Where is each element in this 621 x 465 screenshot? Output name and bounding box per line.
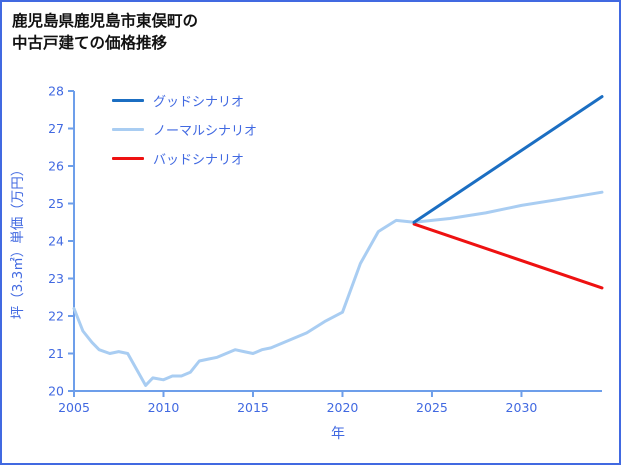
x-tick-label: 2010 — [148, 400, 180, 415]
legend-line-bad-icon — [112, 156, 144, 160]
legend-item-normal: ノーマルシナリオ — [112, 120, 257, 139]
x-tick-label: 2005 — [58, 400, 90, 415]
price-trend-chart: 2005 2010 2015 2020 2025 2030 20 21 22 23 24 25 26 27… — [2, 55, 619, 462]
legend-label-good: グッドシナリオ — [153, 94, 245, 110]
y-tick-label: 22 — [48, 308, 64, 323]
y-axis-label: 坪（3.3㎡）単価（万円） — [10, 162, 26, 320]
legend-line-good-icon — [112, 98, 144, 102]
legend-line-normal-icon — [112, 127, 144, 131]
y-tick-label: 27 — [48, 121, 64, 136]
y-tick-label: 28 — [48, 83, 64, 98]
y-tick-label: 25 — [48, 196, 64, 211]
y-tick-label: 21 — [48, 346, 64, 361]
chart-canvas: 2005 2010 2015 2020 2025 2030 20 21 22 23 24 25 26 27… — [48, 83, 604, 415]
x-tick-label: 2030 — [506, 400, 538, 415]
legend-label-normal: ノーマルシナリオ — [153, 123, 258, 139]
series-normal — [72, 190, 604, 387]
legend-label-bad: バッドシナリオ — [153, 152, 245, 168]
legend-item-good: グッドシナリオ — [112, 91, 257, 110]
y-tick-label: 26 — [48, 158, 64, 173]
chart-title: 鹿児島県鹿児島市東俣町の 中古戸建ての価格推移 — [12, 10, 619, 55]
y-tick-label: 23 — [48, 271, 64, 286]
series-bad — [412, 222, 604, 290]
chart-title-line1: 鹿児島県鹿児島市東俣町の — [12, 12, 199, 30]
y-tick-label: 24 — [48, 233, 64, 248]
series-good — [412, 95, 604, 224]
y-tick-label: 20 — [48, 383, 64, 398]
legend: グッドシナリオ ノーマルシナリオ バッドシナリオ — [112, 91, 257, 168]
x-tick-label: 2020 — [327, 400, 359, 415]
x-tick-label: 2025 — [416, 400, 448, 415]
legend-item-bad: バッドシナリオ — [112, 149, 257, 168]
x-tick-label: 2015 — [237, 400, 269, 415]
x-axis-label: 年 — [331, 425, 345, 442]
chart-title-line2: 中古戸建ての価格推移 — [12, 34, 168, 53]
